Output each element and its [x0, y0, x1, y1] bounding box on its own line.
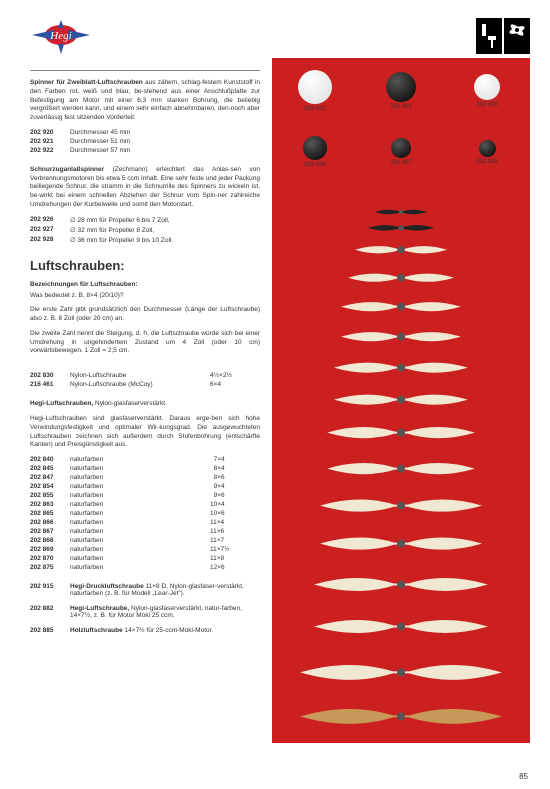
catalog-item: 202 922Durchmesser 57 mm — [30, 147, 260, 154]
spinner-image — [391, 138, 411, 158]
catalog-item: 202 868naturfarben11×7 — [30, 537, 260, 544]
catalog-item: 202 928∅ 36 mm für Propeller 9 bis 10 Zo… — [30, 236, 260, 244]
propeller-image — [332, 358, 470, 379]
propeller-image — [298, 658, 504, 689]
spinner-image — [474, 74, 500, 100]
catalog-item: 202 865naturfarben10×6 — [30, 510, 260, 517]
catalog-item: 202 867naturfarben11×6 — [30, 528, 260, 535]
catalog-item: 202 926∅ 28 mm für Propeller 6 bis 7 Zol… — [30, 216, 260, 224]
spinner-image — [479, 140, 496, 157]
propeller-image — [325, 458, 477, 481]
spinner-image — [386, 72, 416, 102]
designation-p1: Die erste Zahl gibt grundsätzlich den Du… — [30, 306, 260, 324]
propeller-image — [339, 298, 463, 317]
hegi-intro: Hegi-Luftschrauben, Nylon-glasfaserverst… — [30, 400, 260, 409]
svg-text:Hegi: Hegi — [49, 30, 71, 42]
bottle-clamp-icon — [476, 18, 502, 54]
spinner-label: 202 927 — [371, 160, 431, 166]
spinner-label: 202 922 — [285, 106, 345, 112]
catalog-item: 202 830Nylon-Luftschraube4½×2½ — [30, 372, 260, 379]
catalog-item: 202 847naturfarben 8×6 — [30, 474, 260, 481]
catalog-item: 202 921Durchmesser 51 mm — [30, 138, 260, 145]
catalog-item: 202 854naturfarben 9×4 — [30, 483, 260, 490]
propeller-image — [353, 243, 449, 258]
catalog-item: 202 866naturfarben11×4 — [30, 519, 260, 526]
designation-title: Bezeichnungen für Luftschrauben: — [30, 281, 260, 288]
catalog-item: 202 870naturfarben11×8 — [30, 555, 260, 562]
divider — [30, 70, 260, 71]
spinner-image — [303, 136, 327, 160]
page-number: 85 — [519, 772, 528, 781]
spinner-label: 202 928 — [285, 162, 345, 168]
propeller-image — [312, 572, 490, 599]
spinner-label: 202 921 — [371, 104, 431, 110]
spinner-label: 202 920 — [457, 102, 517, 108]
left-column: Hegi Spinner für Zweiblatt-Luftschrauben… — [30, 18, 260, 743]
catalog-item: 202 885Holzluftschraube 14×7½ für 25-ccm… — [30, 627, 260, 634]
propellers-heading: Luftschrauben: — [30, 258, 260, 273]
spinner-label: 202 926 — [457, 159, 517, 165]
hegi-logo: Hegi — [30, 18, 260, 58]
catalog-item: 202 855naturfarben 9×6 — [30, 492, 260, 499]
catalog-item: 202 863naturfarben10×4 — [30, 501, 260, 508]
propeller-image — [318, 494, 484, 519]
propeller-icon — [504, 18, 530, 54]
designation-p2: Die zweite Zahl nennt die Steigung, d. h… — [30, 330, 260, 356]
catalog-item: 202 882Hegi-Luftschraube, Nylon-glasfase… — [30, 605, 260, 619]
catalog-item: 216 461Nylon-Luftschraube (McCoy)6×4 — [30, 381, 260, 388]
propeller-image — [366, 223, 436, 235]
category-icons — [476, 18, 530, 54]
propeller-image — [373, 208, 429, 218]
catalog-item: 202 927∅ 32 mm für Propeller 8 Zoll, — [30, 226, 260, 234]
propeller-image — [312, 614, 490, 641]
propeller-image — [325, 422, 477, 445]
catalog-item: 202 875naturfarben12×6 — [30, 564, 260, 571]
starter-intro: Schnurzuganlaßspinner (Zechmann) erleich… — [30, 166, 260, 210]
catalog-item: 202 840naturfarben 7×4 — [30, 456, 260, 463]
catalog-item: 202 920Durchmesser 45 mm — [30, 129, 260, 136]
spinner-image — [298, 70, 332, 104]
right-column: 202 922 202 921 202 920 202 928 202 927 202 9… — [272, 18, 530, 743]
hegi-body: Hegi-Luftschrauben sind glasfaserverstär… — [30, 415, 260, 450]
propeller-image — [346, 270, 456, 287]
catalog-item: 202 915Hegi-Druckluftschraube 11×8 D, Ny… — [30, 583, 260, 597]
product-image-panel: 202 922 202 921 202 920 202 928 202 927 202 9… — [272, 58, 530, 743]
spinner-intro: Spinner für Zweiblatt-Luftschrauben aus … — [30, 79, 260, 123]
propeller-image — [332, 390, 470, 411]
catalog-item: 202 869naturfarben11×7½ — [30, 546, 260, 553]
propeller-image — [339, 328, 463, 347]
designation-q: Was bedeutet z. B. 8×4 (20/10)? — [30, 292, 260, 301]
catalog-item: 202 845naturfarben 8×4 — [30, 465, 260, 472]
propeller-image — [298, 702, 504, 733]
propeller-image — [318, 532, 484, 557]
